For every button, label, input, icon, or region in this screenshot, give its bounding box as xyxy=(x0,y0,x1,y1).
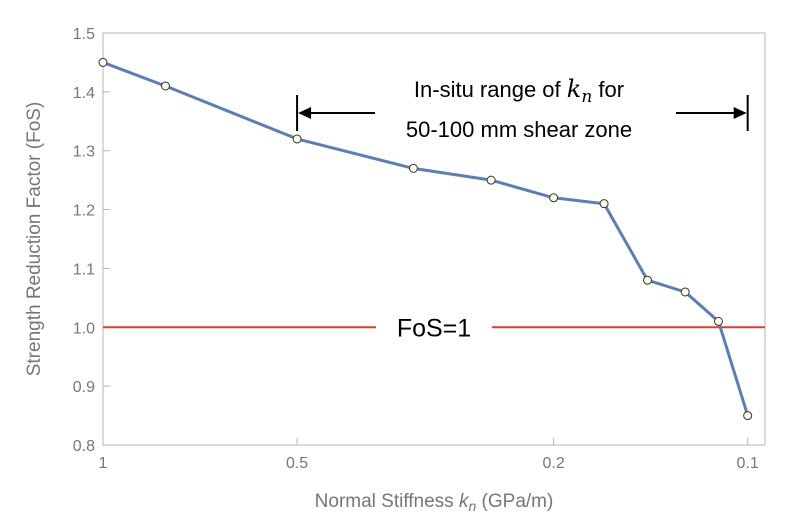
x-tick-label: 0.1 xyxy=(737,455,759,472)
series-group xyxy=(98,57,753,421)
y-tick-label: 1.2 xyxy=(73,203,95,220)
x-tick-label: 1 xyxy=(99,455,108,472)
y-tick-label: 1.5 xyxy=(73,26,95,43)
data-point xyxy=(743,411,753,421)
data-point xyxy=(408,163,418,173)
annotation-line-2: 50-100 mm shear zone xyxy=(406,117,632,142)
y-tick-label: 1.0 xyxy=(73,320,95,337)
data-point xyxy=(486,175,496,185)
data-point xyxy=(292,134,302,144)
y-tick-label: 1.4 xyxy=(73,85,95,102)
data-point xyxy=(160,81,170,91)
annotation: In-situ range of kn for 50-100 mm shear … xyxy=(296,75,749,142)
data-point xyxy=(549,193,559,203)
data-point xyxy=(599,199,609,209)
axis-ticks: 0.8 0.9 1.0 1.1 1.2 1.3 1.4 1.5 1 0.5 0.2 0.1 xyxy=(73,26,759,472)
x-axis-title-var: k xyxy=(459,491,470,512)
range-arrowhead-left xyxy=(298,107,312,119)
y-axis-title: Strength Reduction Factor (FoS) xyxy=(24,102,45,377)
annotation-line-1-suffix: for xyxy=(592,77,624,102)
data-point xyxy=(713,316,723,326)
annotation-line-1-text: In-situ range of xyxy=(414,77,567,102)
data-point xyxy=(643,275,653,285)
x-axis-title-sub: n xyxy=(468,498,476,514)
data-point xyxy=(98,57,108,67)
x-axis-title-prefix: Normal Stiffness xyxy=(315,491,459,512)
annotation-kn-subscript: n xyxy=(581,87,592,107)
y-tick-label: 1.3 xyxy=(73,144,95,161)
x-axis-title: Normal Stiffness kn (GPa/m) xyxy=(315,491,554,514)
y-tick-label: 0.9 xyxy=(73,379,95,396)
x-tick-label: 0.2 xyxy=(542,455,564,472)
y-tick-label: 1.1 xyxy=(73,261,95,278)
annotation-line-1: In-situ range of kn for xyxy=(414,75,624,107)
range-arrowhead-right xyxy=(733,107,747,119)
data-point xyxy=(680,287,690,297)
reference-line-group: FoS=1 xyxy=(103,314,765,342)
reference-line-label: FoS=1 xyxy=(397,314,471,342)
series-line xyxy=(102,60,750,417)
plot-frame xyxy=(102,32,766,446)
x-axis-title-suffix: (GPa/m) xyxy=(476,491,553,512)
annotation-kn-symbol: k xyxy=(567,75,582,103)
y-tick-label: 0.8 xyxy=(73,438,95,455)
x-tick-label: 0.5 xyxy=(286,455,308,472)
